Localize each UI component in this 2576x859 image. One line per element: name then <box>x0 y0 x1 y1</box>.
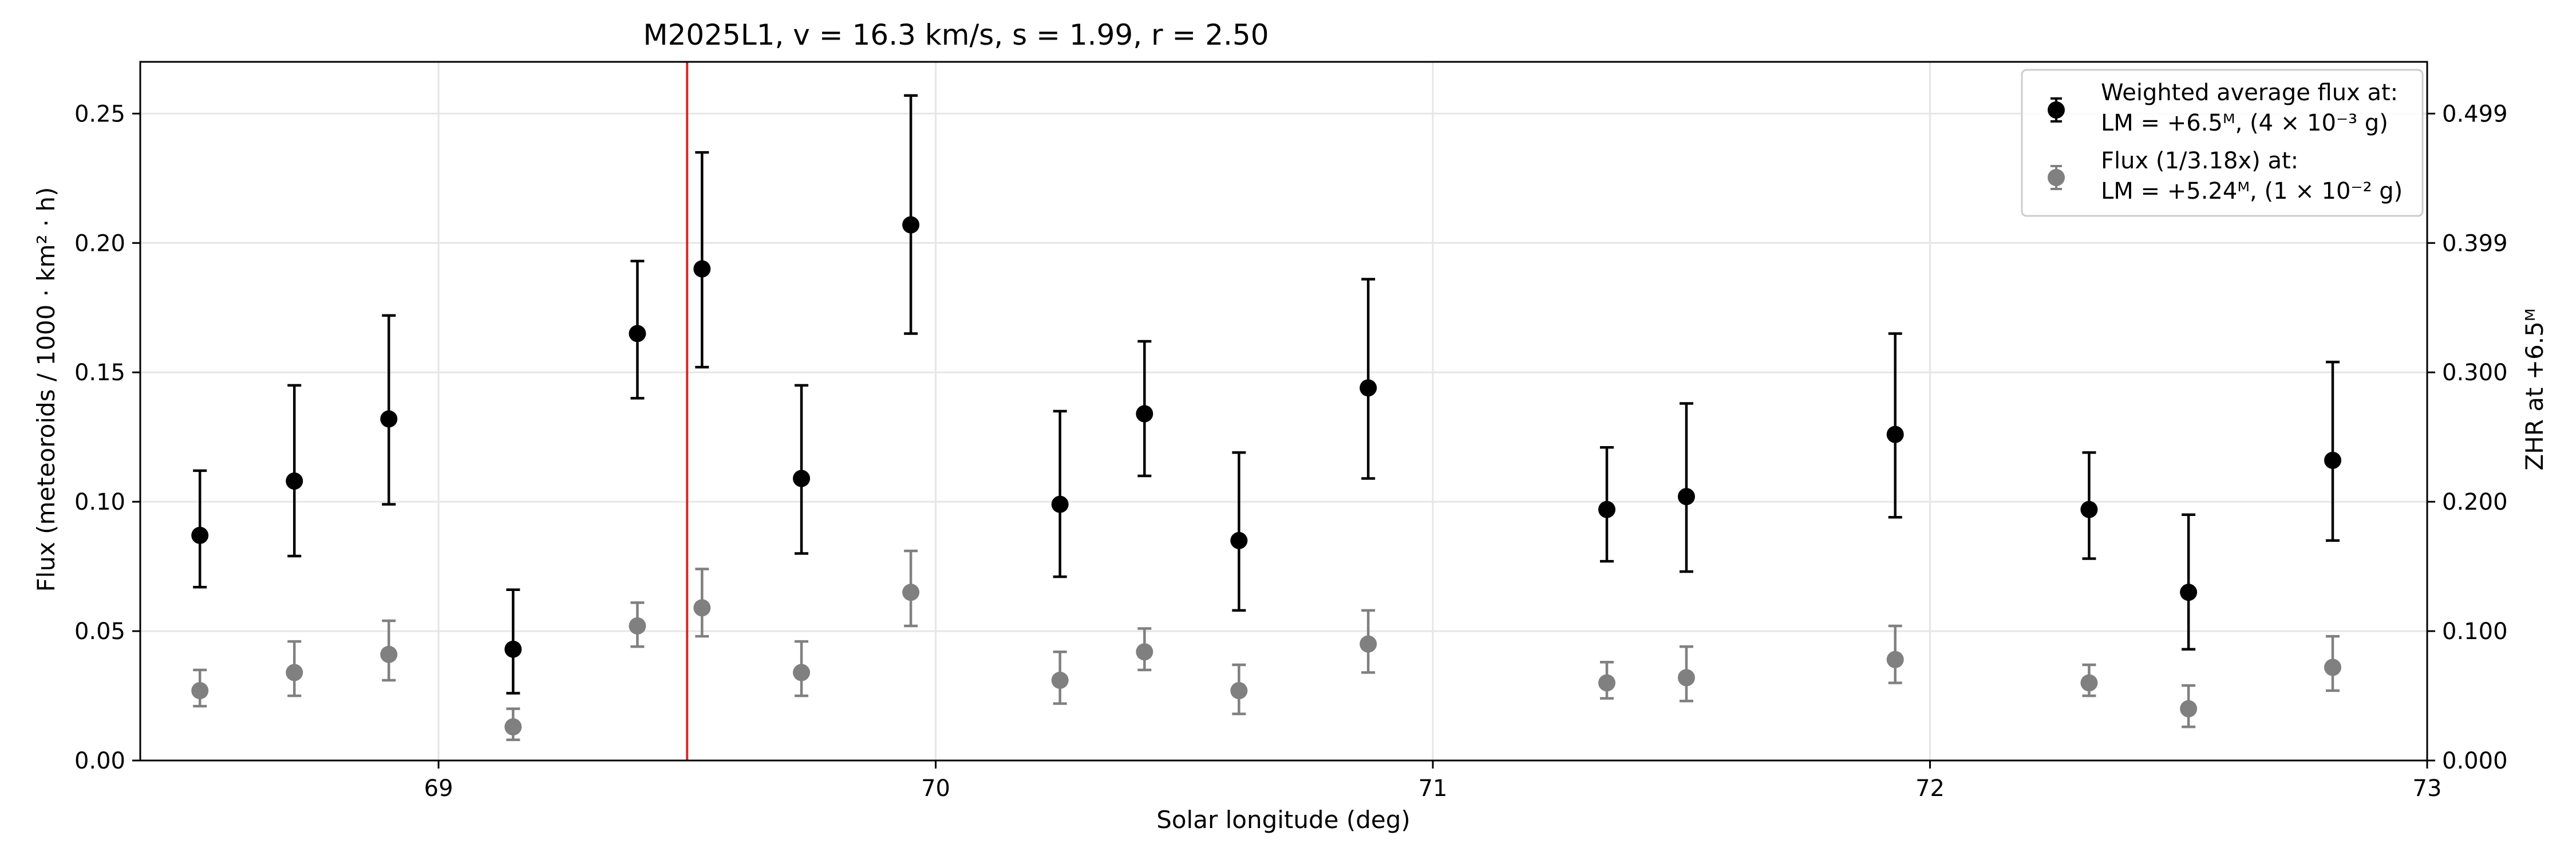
legend: Weighted average flux at: LM = +6.5ᴹ, (4… <box>2021 69 2424 217</box>
data-point <box>1886 425 1904 443</box>
y-tick-label: 0.10 <box>74 489 125 515</box>
data-point <box>2080 501 2098 518</box>
y-axis-ticks: 0.00 0.05 0.10 0.15 0.20 0.25 <box>74 101 140 774</box>
data-point <box>1598 674 1616 692</box>
y2-tick-label: 0.300 <box>2442 360 2508 386</box>
data-point <box>286 472 303 490</box>
y2-axis-ticks: 0.000 0.100 0.200 0.300 0.399 0.499 <box>2427 101 2508 774</box>
data-point <box>1360 379 1377 397</box>
y-tick-label: 0.25 <box>74 101 125 127</box>
y2-axis-label: ZHR at +6.5ᴹ <box>2520 308 2549 470</box>
data-point <box>2180 700 2198 718</box>
data-point <box>1677 488 1695 506</box>
data-point <box>286 664 303 681</box>
y-axis-label: Flux (meteoroids / 1000 · km² · h) <box>32 187 60 592</box>
y2-tick-label: 0.100 <box>2442 618 2508 645</box>
data-point <box>2324 451 2341 469</box>
legend-marker-scaled-flux <box>2048 165 2065 190</box>
legend-box <box>2021 69 2424 217</box>
data-point <box>902 216 920 234</box>
data-point <box>793 470 811 487</box>
x-tick-label: 70 <box>921 775 950 802</box>
chart-title: M2025L1, v = 16.3 km/s, s = 1.99, r = 2.… <box>643 18 1269 52</box>
legend-marker-weighted-flux <box>2048 97 2065 123</box>
legend-label-scaled-flux-line1: Flux (1/3.18x) at: <box>2101 148 2298 174</box>
x-tick-label: 69 <box>424 775 453 802</box>
y2-tick-label: 0.399 <box>2442 230 2508 257</box>
data-point <box>693 599 711 617</box>
y-tick-label: 0.20 <box>74 230 125 257</box>
data-point <box>1598 501 1616 518</box>
x-tick-label: 73 <box>2413 775 2442 802</box>
y-tick-label: 0.05 <box>74 618 125 645</box>
data-point <box>1886 651 1904 668</box>
data-point <box>2080 674 2098 692</box>
data-point <box>380 645 398 663</box>
x-axis-ticks: 69 70 71 72 73 <box>424 761 2442 802</box>
data-point <box>504 640 522 658</box>
x-axis-label: Solar longitude (deg) <box>1156 806 1411 834</box>
data-point <box>1136 405 1153 423</box>
data-point <box>1230 682 1248 699</box>
y2-tick-label: 0.000 <box>2442 748 2508 774</box>
data-point <box>1051 495 1069 513</box>
y-tick-label: 0.00 <box>74 748 125 774</box>
data-point <box>793 664 811 681</box>
plot-frame <box>139 61 2428 762</box>
x-tick-label: 72 <box>1915 775 1945 802</box>
data-point <box>2180 584 2198 601</box>
data-point <box>629 325 646 342</box>
x-tick-label: 71 <box>1419 775 1448 802</box>
data-point <box>380 410 398 428</box>
data-point <box>1136 643 1153 661</box>
legend-label-weighted-flux-line1: Weighted average flux at: <box>2101 80 2398 106</box>
data-point <box>1677 669 1695 687</box>
data-point <box>629 617 646 635</box>
data-point <box>191 526 209 544</box>
data-point <box>902 584 920 601</box>
data-point <box>1360 635 1377 653</box>
data-point <box>1230 531 1248 549</box>
series-layer <box>191 94 2341 742</box>
series-0 <box>191 94 2341 695</box>
legend-label-scaled-flux-line2: LM = +5.24ᴹ, (1 × 10⁻² g) <box>2101 178 2403 204</box>
legend-label-weighted-flux-line2: LM = +6.5ᴹ, (4 × 10⁻³ g) <box>2101 110 2388 136</box>
y2-tick-label: 0.200 <box>2442 489 2508 515</box>
data-point <box>693 260 711 278</box>
series-1 <box>191 549 2341 742</box>
data-point <box>504 718 522 736</box>
data-point <box>191 682 209 699</box>
data-point <box>1051 671 1069 689</box>
y2-tick-label: 0.499 <box>2442 101 2508 127</box>
data-point <box>2324 659 2341 676</box>
y-tick-label: 0.15 <box>74 360 125 386</box>
